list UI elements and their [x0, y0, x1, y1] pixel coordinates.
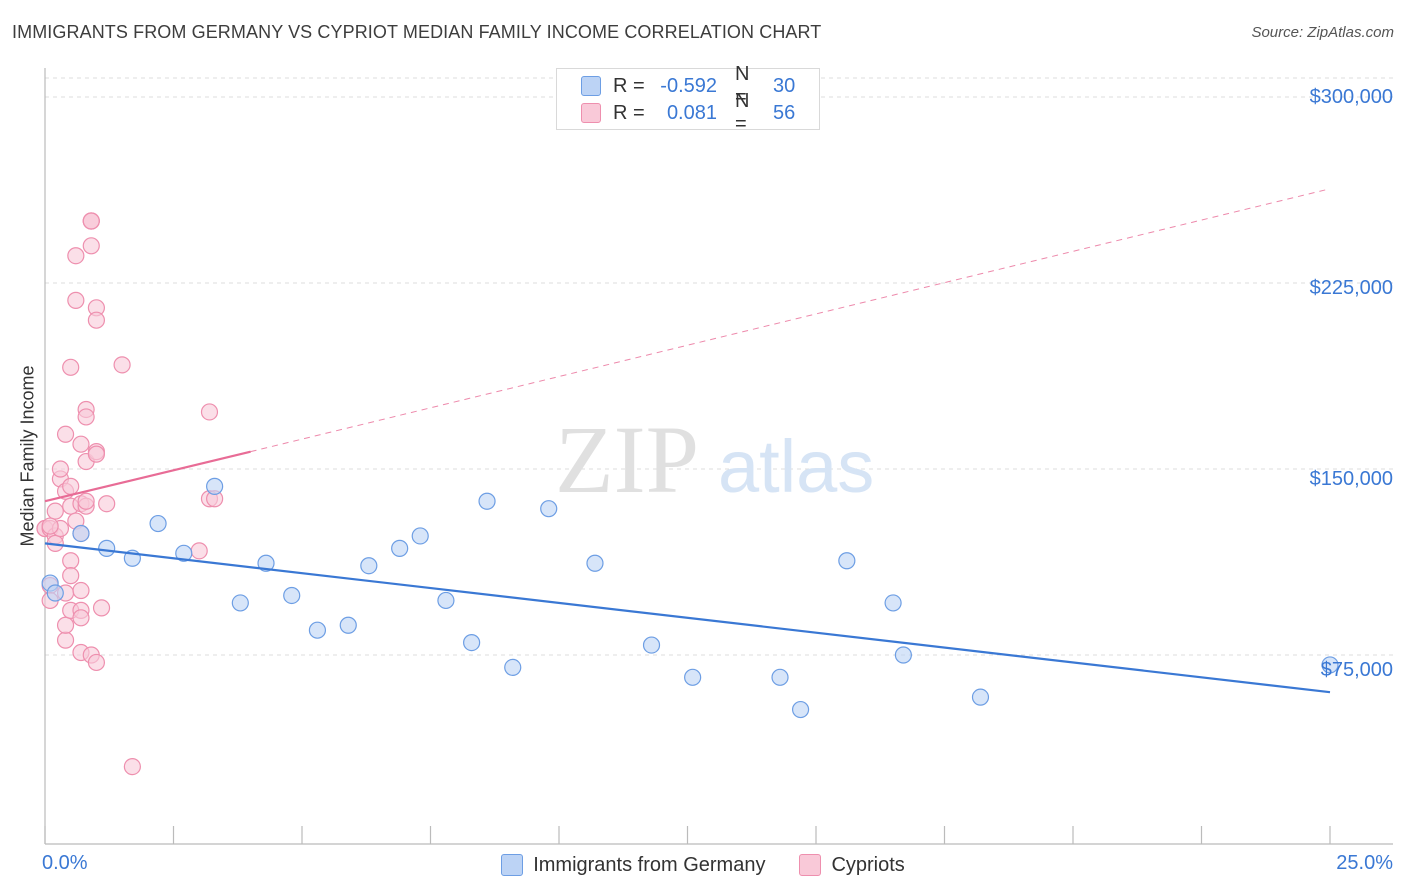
y-tick-300000: $300,000 — [1309, 86, 1393, 108]
r-label: R = — [613, 74, 645, 97]
cypriots-point — [87, 311, 106, 329]
source-label: Source: ZipAtlas.com — [1251, 24, 1394, 41]
gridlines — [45, 77, 1393, 656]
y-tick-225000: $225,000 — [1309, 277, 1393, 299]
cypriots-point — [190, 542, 208, 560]
chart-title: IMMIGRANTS FROM GERMANY VS CYPRIOT MEDIA… — [12, 22, 822, 42]
germany-point — [283, 586, 301, 605]
cypriots-point — [72, 609, 90, 627]
cypriots-point — [72, 581, 90, 600]
cypriots-point — [87, 445, 106, 463]
cypriots-point — [98, 495, 116, 513]
n-value: 30 — [773, 74, 796, 97]
germany-point — [175, 544, 193, 562]
germany-points — [41, 477, 1339, 719]
germany-point — [437, 591, 455, 610]
cypriots-trend-line — [44, 450, 251, 503]
cypriots-point — [77, 408, 95, 426]
germany-point — [308, 621, 327, 639]
cypriots-point — [72, 435, 90, 453]
legend-label-germany: Immigrants from Germany — [533, 853, 766, 876]
r-value: 0.081 — [666, 101, 717, 124]
germany-point — [971, 688, 990, 706]
r-label: R = — [613, 101, 645, 124]
trend-lines — [44, 188, 1331, 694]
germany-point — [231, 594, 249, 612]
cypriots-trend-extension — [250, 188, 1331, 453]
cypriots-points — [36, 212, 224, 776]
germany-point — [411, 527, 429, 545]
watermark-atlas: atlas — [718, 425, 874, 508]
germany-point — [884, 594, 902, 612]
germany-point — [339, 616, 357, 634]
germany-point — [72, 524, 90, 543]
germany-point — [684, 668, 702, 686]
germany-trend-line — [44, 542, 1331, 694]
n-label: N = — [735, 63, 750, 108]
legend-item-cypriots[interactable]: Cypriots — [799, 853, 905, 877]
watermark: ZIP atlas — [555, 406, 874, 513]
cypriots-point — [56, 631, 75, 649]
germany-point — [838, 552, 856, 570]
germany-point — [206, 477, 224, 495]
germany-point — [360, 557, 378, 575]
germany-point — [642, 636, 661, 654]
germany-point — [257, 554, 275, 572]
cypriots-point — [62, 567, 80, 585]
n-label: N = — [735, 90, 750, 135]
germany-swatch — [501, 854, 524, 876]
germany-point — [46, 584, 64, 602]
germany-point — [540, 500, 558, 518]
germany-point — [391, 539, 409, 557]
germany-point — [586, 554, 604, 572]
cypriots-point — [82, 212, 100, 230]
legend-item-germany[interactable]: Immigrants from Germany — [501, 854, 765, 877]
series-legend: Immigrants from Germany Cypriots — [0, 852, 1406, 878]
germany-point — [894, 646, 912, 664]
cypriots-point — [87, 653, 106, 672]
axes — [44, 68, 1393, 845]
cypriots-point — [113, 356, 131, 374]
cypriots-point — [51, 460, 70, 478]
cypriots-swatch — [799, 854, 822, 876]
n-value: 56 — [773, 101, 796, 124]
cypriots-point — [67, 247, 85, 265]
legend-row-cypriots: R = 0.081 N = 56 — [581, 90, 796, 135]
legend-label-cypriots: Cypriots — [831, 853, 905, 876]
legend-row-germany: R = -0.592 N = 30 — [581, 63, 796, 108]
cypriots-point — [56, 425, 75, 443]
r-value: -0.592 — [660, 74, 717, 97]
germany-point — [504, 658, 522, 677]
cypriots-point — [62, 552, 80, 570]
watermark-zip: ZIP — [555, 406, 699, 513]
cypriots-swatch — [581, 103, 601, 123]
cypriots-point — [67, 291, 85, 309]
correlation-legend: R = -0.592 N = 30 R = 0.081 N = 56 — [556, 63, 820, 135]
cypriots-point — [62, 477, 80, 495]
germany-point — [771, 668, 789, 686]
germany-point — [478, 492, 496, 510]
x-tick-max: 25.0% — [1336, 852, 1393, 874]
cypriots-point — [41, 517, 59, 535]
cypriots-point — [56, 616, 75, 634]
germany-point — [463, 633, 481, 652]
germany-point — [1321, 656, 1339, 674]
x-tick-min: 0.0% — [42, 852, 88, 874]
cypriots-point — [46, 502, 64, 520]
germany-point — [149, 514, 167, 533]
y-tick-75000: $75,000 — [1320, 659, 1393, 681]
cypriots-point — [77, 492, 95, 510]
germany-point — [791, 700, 810, 719]
cypriots-point — [82, 237, 100, 255]
germany-point — [98, 539, 116, 557]
cypriots-point — [123, 757, 141, 776]
germany-swatch — [581, 76, 601, 96]
y-axis-label: Median Family Income — [17, 365, 38, 547]
cypriots-point — [200, 403, 219, 421]
y-tick-150000: $150,000 — [1309, 468, 1393, 490]
cypriots-point — [92, 599, 111, 617]
cypriots-point — [62, 358, 80, 376]
